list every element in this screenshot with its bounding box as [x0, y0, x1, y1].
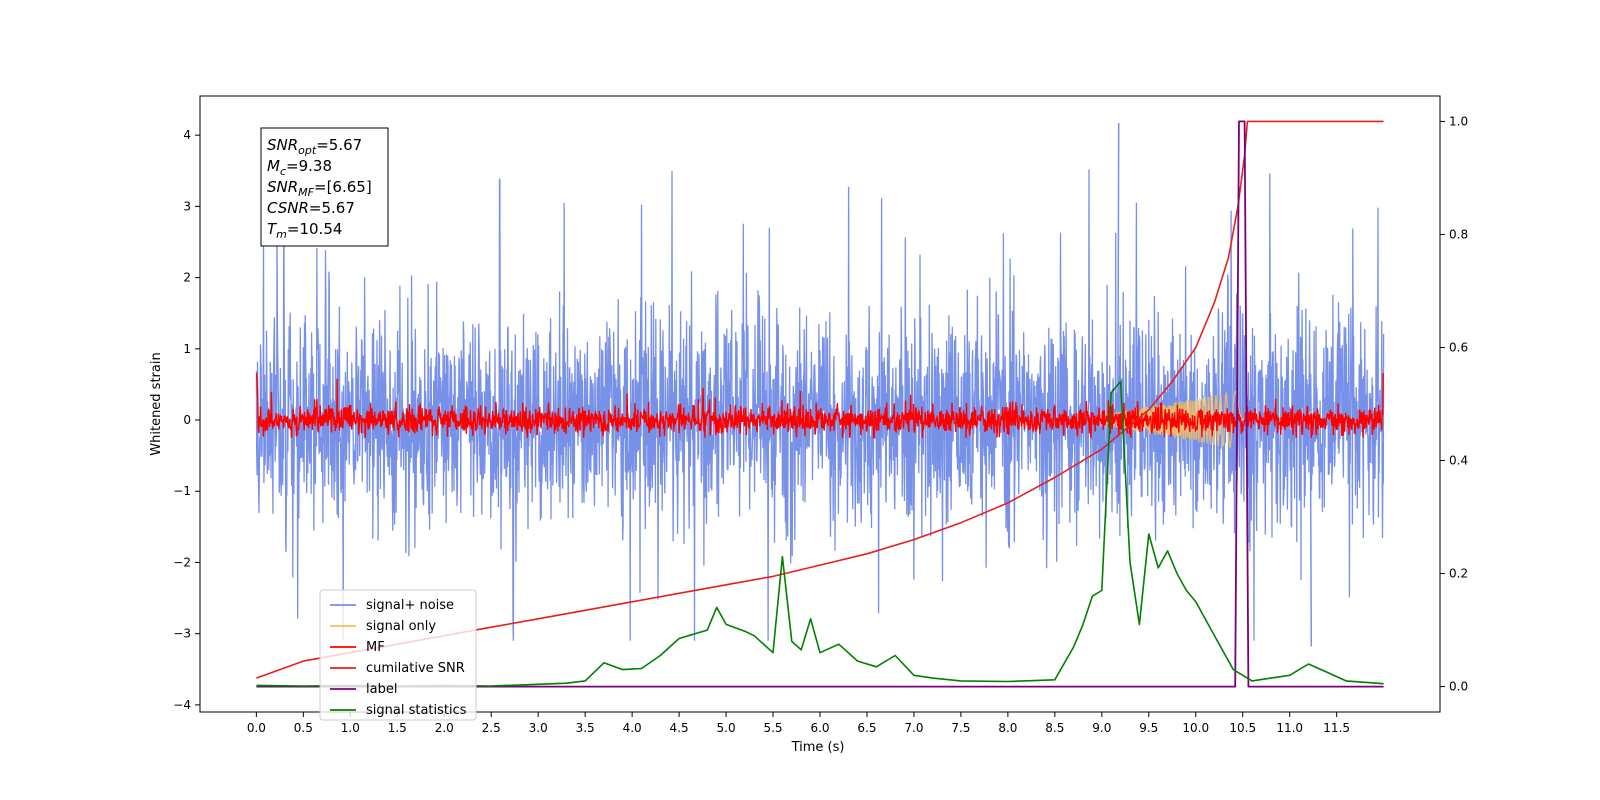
x-axis-label: Time (s): [791, 740, 845, 755]
y2-tick-label: 0.4: [1449, 454, 1468, 468]
annotation-line: SNRMF=[6.65]: [267, 178, 372, 199]
x-tick-label: 10.0: [1182, 721, 1209, 735]
y-tick-label: −4: [173, 698, 191, 712]
y-tick-label: −3: [173, 627, 191, 641]
legend-entry: label: [366, 682, 397, 697]
mf-series: [256, 373, 1384, 439]
signal-noise-trough: [1309, 420, 1313, 647]
x-tick-label: 7.5: [951, 721, 970, 735]
annotation-line: Mc=9.38: [267, 157, 332, 178]
label-line: [256, 120, 1384, 688]
x-tick-label: 4.5: [670, 721, 689, 735]
x-tick-label: 5.0: [717, 721, 736, 735]
y-tick-label: 2: [183, 271, 191, 285]
legend-entry: cumilative SNR: [366, 661, 465, 676]
y2-tick-label: 0.8: [1449, 227, 1468, 241]
y-tick-label: −1: [173, 484, 191, 498]
y2-tick-label: 0.2: [1449, 567, 1468, 581]
y-tick-label: 3: [183, 199, 191, 213]
x-tick-label: 8.5: [1045, 721, 1064, 735]
annotation-line: SNRopt=5.67: [267, 136, 362, 157]
x-tick-label: 9.0: [1092, 721, 1111, 735]
x-tick-label: 1.5: [388, 721, 407, 735]
x-tick-label: 11.5: [1323, 721, 1350, 735]
legend: signal+ noise signal only MF cumilative SNR…: [319, 589, 477, 721]
x-tick-label: 7.0: [904, 721, 923, 735]
x-tick-label: 1.0: [341, 721, 360, 735]
signal-statistics-series: [256, 380, 1384, 687]
signal-statistics-line: [256, 380, 1384, 687]
y2-tick-label: 0.6: [1449, 340, 1468, 354]
y-axis-left: 4 3 2 1 0 −1 −2 −3 −4: [173, 128, 200, 712]
legend-entry: signal only: [366, 619, 436, 634]
signal-noise-series: [255, 123, 1385, 647]
annotation-line: Tm=10.54: [267, 220, 342, 241]
y-tick-label: 1: [183, 342, 191, 356]
x-tick-label: 4.0: [623, 721, 642, 735]
signal-noise-peak: [1117, 123, 1120, 421]
y-axis-right: 1.0 0.8 0.6 0.4 0.2 0.0: [1440, 114, 1468, 694]
x-tick-label: 8.0: [998, 721, 1017, 735]
y-axis-label: Whitened strain: [149, 352, 164, 455]
annotation-line: CSNR=5.67: [267, 199, 355, 217]
y2-tick-label: 1.0: [1449, 114, 1468, 128]
x-tick-label: 9.5: [1139, 721, 1158, 735]
x-tick-label: 6.0: [810, 721, 829, 735]
x-tick-label: 2.5: [482, 721, 501, 735]
legend-entry: signal statistics: [366, 703, 467, 718]
x-tick-label: 10.5: [1229, 721, 1256, 735]
x-tick-label: 0.0: [247, 721, 266, 735]
plot-area: [255, 120, 1385, 688]
x-tick-label: 3.0: [529, 721, 548, 735]
x-tick-label: 2.0: [435, 721, 454, 735]
y-tick-label: 0: [183, 413, 191, 427]
x-tick-label: 11.0: [1276, 721, 1303, 735]
y-tick-label: −2: [173, 555, 191, 569]
x-tick-label: 5.5: [763, 721, 782, 735]
mf-line: [256, 373, 1384, 439]
x-tick-label: 3.5: [576, 721, 595, 735]
x-axis: 0.0 0.5 1.0 1.5 2.0 2.5 3.0 3.5 4.0 4.5 5.0 5.5 6.0 6…: [247, 712, 1350, 735]
x-tick-label: 0.5: [294, 721, 313, 735]
legend-entry: signal+ noise: [366, 598, 454, 613]
y-tick-label: 4: [183, 128, 191, 142]
legend-entry: MF: [366, 640, 385, 655]
y2-tick-label: 0.0: [1449, 680, 1468, 694]
x-tick-label: 6.5: [857, 721, 876, 735]
signal-noise-line: [255, 166, 1385, 641]
label-series: [256, 120, 1384, 688]
